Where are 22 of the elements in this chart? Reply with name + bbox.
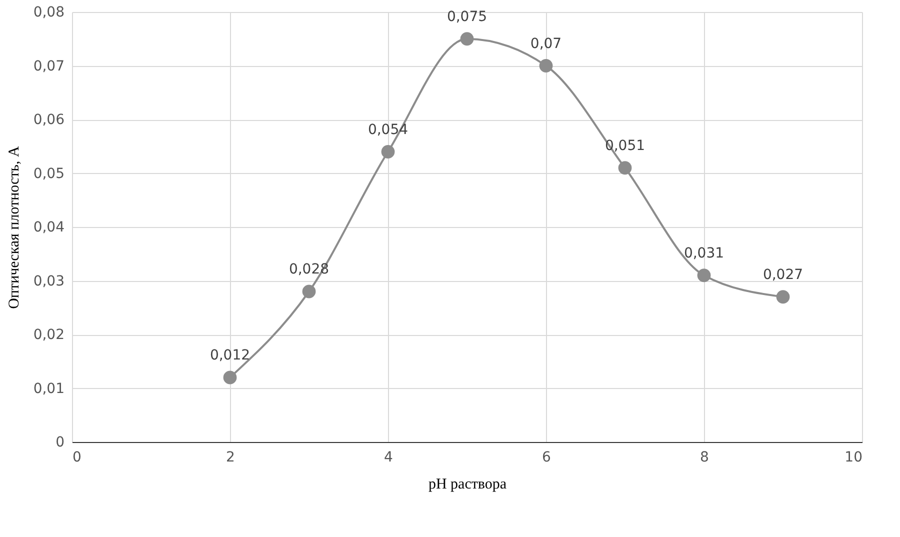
x-tick-label: 6 <box>542 450 552 466</box>
y-tick-label: 0,08 <box>33 4 64 20</box>
y-tick-label: 0,02 <box>33 327 64 343</box>
x-axis-title: pH раствора <box>428 476 507 492</box>
x-tick-label: 4 <box>384 450 394 466</box>
y-tick-label: 0,05 <box>33 166 64 182</box>
y-tick-label: 0,03 <box>33 273 64 290</box>
data-label: 0,031 <box>684 245 724 262</box>
x-tick-label: 8 <box>700 450 709 466</box>
y-tick-label: 0,07 <box>33 58 64 74</box>
x-tick-label: 0 <box>72 450 82 466</box>
data-label: 0,012 <box>210 348 250 364</box>
x-tick-label: 10 <box>844 450 862 466</box>
y-tick-label: 0,01 <box>33 380 64 397</box>
data-label: 0,027 <box>762 266 804 283</box>
y-tick-label: 0,04 <box>33 220 65 236</box>
data-label: 0,075 <box>446 8 488 25</box>
y-tick-label: 0 <box>56 434 64 450</box>
y-axis-title: Оптическая плотность, А <box>6 146 22 309</box>
x-tick-label: 2 <box>226 450 235 466</box>
data-label: 0,07 <box>530 36 562 52</box>
y-tick-label: 0,06 <box>33 112 65 128</box>
